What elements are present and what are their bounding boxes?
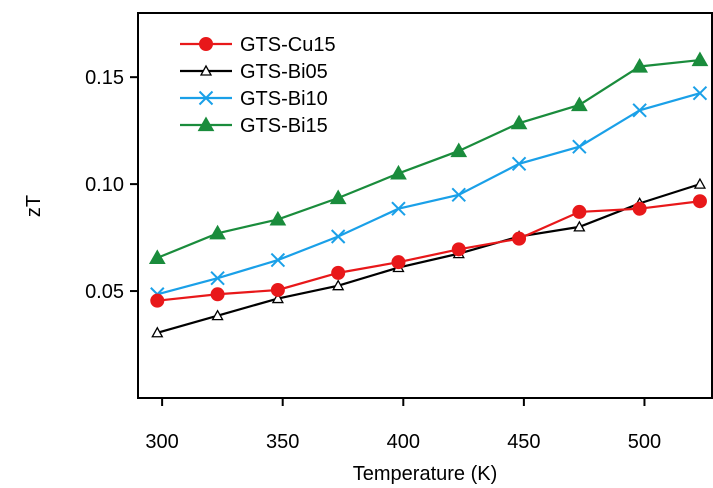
x-tick-label: 350 bbox=[266, 431, 299, 453]
legend-marker-gts-bi15 bbox=[197, 116, 215, 132]
legend-marker-gts-bi10 bbox=[198, 90, 214, 106]
data-point-gts-cu15 bbox=[512, 231, 527, 246]
data-point-gts-cu15 bbox=[331, 265, 346, 280]
data-point-gts-cu15 bbox=[150, 293, 165, 308]
y-tick-label: 0.10 bbox=[85, 174, 124, 196]
series-line-gts-cu15 bbox=[157, 200, 701, 302]
y-axis-ticks: 0.05 0.10 0.15 bbox=[85, 67, 138, 303]
y-tick-label: 0.05 bbox=[85, 281, 124, 303]
data-point-gts-bi15 bbox=[631, 57, 649, 73]
y-tick-label: 0.15 bbox=[85, 67, 124, 89]
x-tick-label: 400 bbox=[387, 431, 420, 453]
legend-marker-gts-bi05 bbox=[199, 64, 213, 76]
plot-frame bbox=[137, 12, 713, 399]
x-axis-title: Temperature (K) bbox=[353, 463, 498, 485]
series-line-gts-bi05 bbox=[156, 183, 701, 334]
data-point-gts-bi15 bbox=[269, 210, 287, 226]
y-axis-title: zT bbox=[23, 195, 45, 217]
legend-label: GTS-Cu15 bbox=[240, 34, 336, 56]
data-point-gts-cu15 bbox=[632, 201, 647, 216]
x-axis-ticks: 300 350 400 450 500 bbox=[145, 398, 661, 453]
data-point-gts-bi10 bbox=[572, 139, 587, 154]
legend-item: GTS-Bi05 bbox=[180, 61, 328, 83]
data-point-gts-cu15 bbox=[270, 282, 285, 297]
data-point-gts-bi10 bbox=[391, 201, 406, 216]
legend-marker-gts-cu15 bbox=[199, 37, 213, 51]
data-point-gts-bi15 bbox=[691, 51, 709, 67]
x-tick-label: 450 bbox=[507, 431, 540, 453]
legend-item: GTS-Bi10 bbox=[180, 88, 328, 110]
data-point-gts-bi05 bbox=[271, 292, 284, 304]
data-point-gts-bi15 bbox=[570, 96, 588, 112]
data-point-gts-bi15 bbox=[329, 189, 347, 205]
data-point-gts-cu15 bbox=[451, 242, 466, 257]
data-point-gts-bi05 bbox=[573, 220, 586, 232]
x-tick-label: 300 bbox=[145, 431, 178, 453]
series-gts-bi10 bbox=[150, 86, 708, 302]
data-point-gts-cu15 bbox=[210, 287, 225, 302]
series-layer bbox=[148, 51, 709, 338]
legend-label: GTS-Bi05 bbox=[240, 61, 328, 83]
legend: GTS-Cu15 GTS-Bi05 GTS-Bi10 GTS-Bi15 bbox=[180, 34, 336, 137]
series-line-gts-bi10 bbox=[157, 92, 701, 296]
data-point-gts-cu15 bbox=[692, 194, 707, 209]
series-gts-bi15 bbox=[148, 51, 709, 265]
legend-item: GTS-Cu15 bbox=[180, 34, 336, 56]
data-point-gts-bi15 bbox=[510, 114, 528, 130]
data-point-gts-bi05 bbox=[693, 177, 707, 189]
series-gts-cu15 bbox=[150, 194, 707, 308]
data-point-gts-bi10 bbox=[632, 103, 647, 118]
data-point-gts-bi10 bbox=[511, 156, 527, 171]
data-point-gts-bi10 bbox=[330, 229, 346, 244]
legend-label: GTS-Bi15 bbox=[240, 115, 328, 137]
data-point-gts-bi10 bbox=[210, 271, 225, 286]
data-point-gts-bi05 bbox=[332, 279, 345, 291]
legend-label: GTS-Bi10 bbox=[240, 88, 328, 110]
data-point-gts-cu15 bbox=[572, 204, 587, 219]
data-point-gts-bi15 bbox=[148, 249, 166, 265]
data-point-gts-cu15 bbox=[391, 255, 406, 270]
data-point-gts-bi10 bbox=[270, 252, 286, 268]
x-tick-label: 500 bbox=[628, 431, 661, 453]
data-point-gts-bi10 bbox=[692, 86, 708, 101]
data-point-gts-bi15 bbox=[450, 142, 468, 158]
data-point-gts-bi05 bbox=[211, 309, 224, 321]
data-point-gts-bi05 bbox=[151, 326, 164, 338]
data-point-gts-bi15 bbox=[390, 164, 407, 180]
legend-item: GTS-Bi15 bbox=[180, 115, 328, 137]
data-point-gts-bi10 bbox=[451, 187, 466, 203]
series-line-gts-bi15 bbox=[156, 58, 701, 259]
data-point-gts-bi15 bbox=[209, 224, 226, 240]
